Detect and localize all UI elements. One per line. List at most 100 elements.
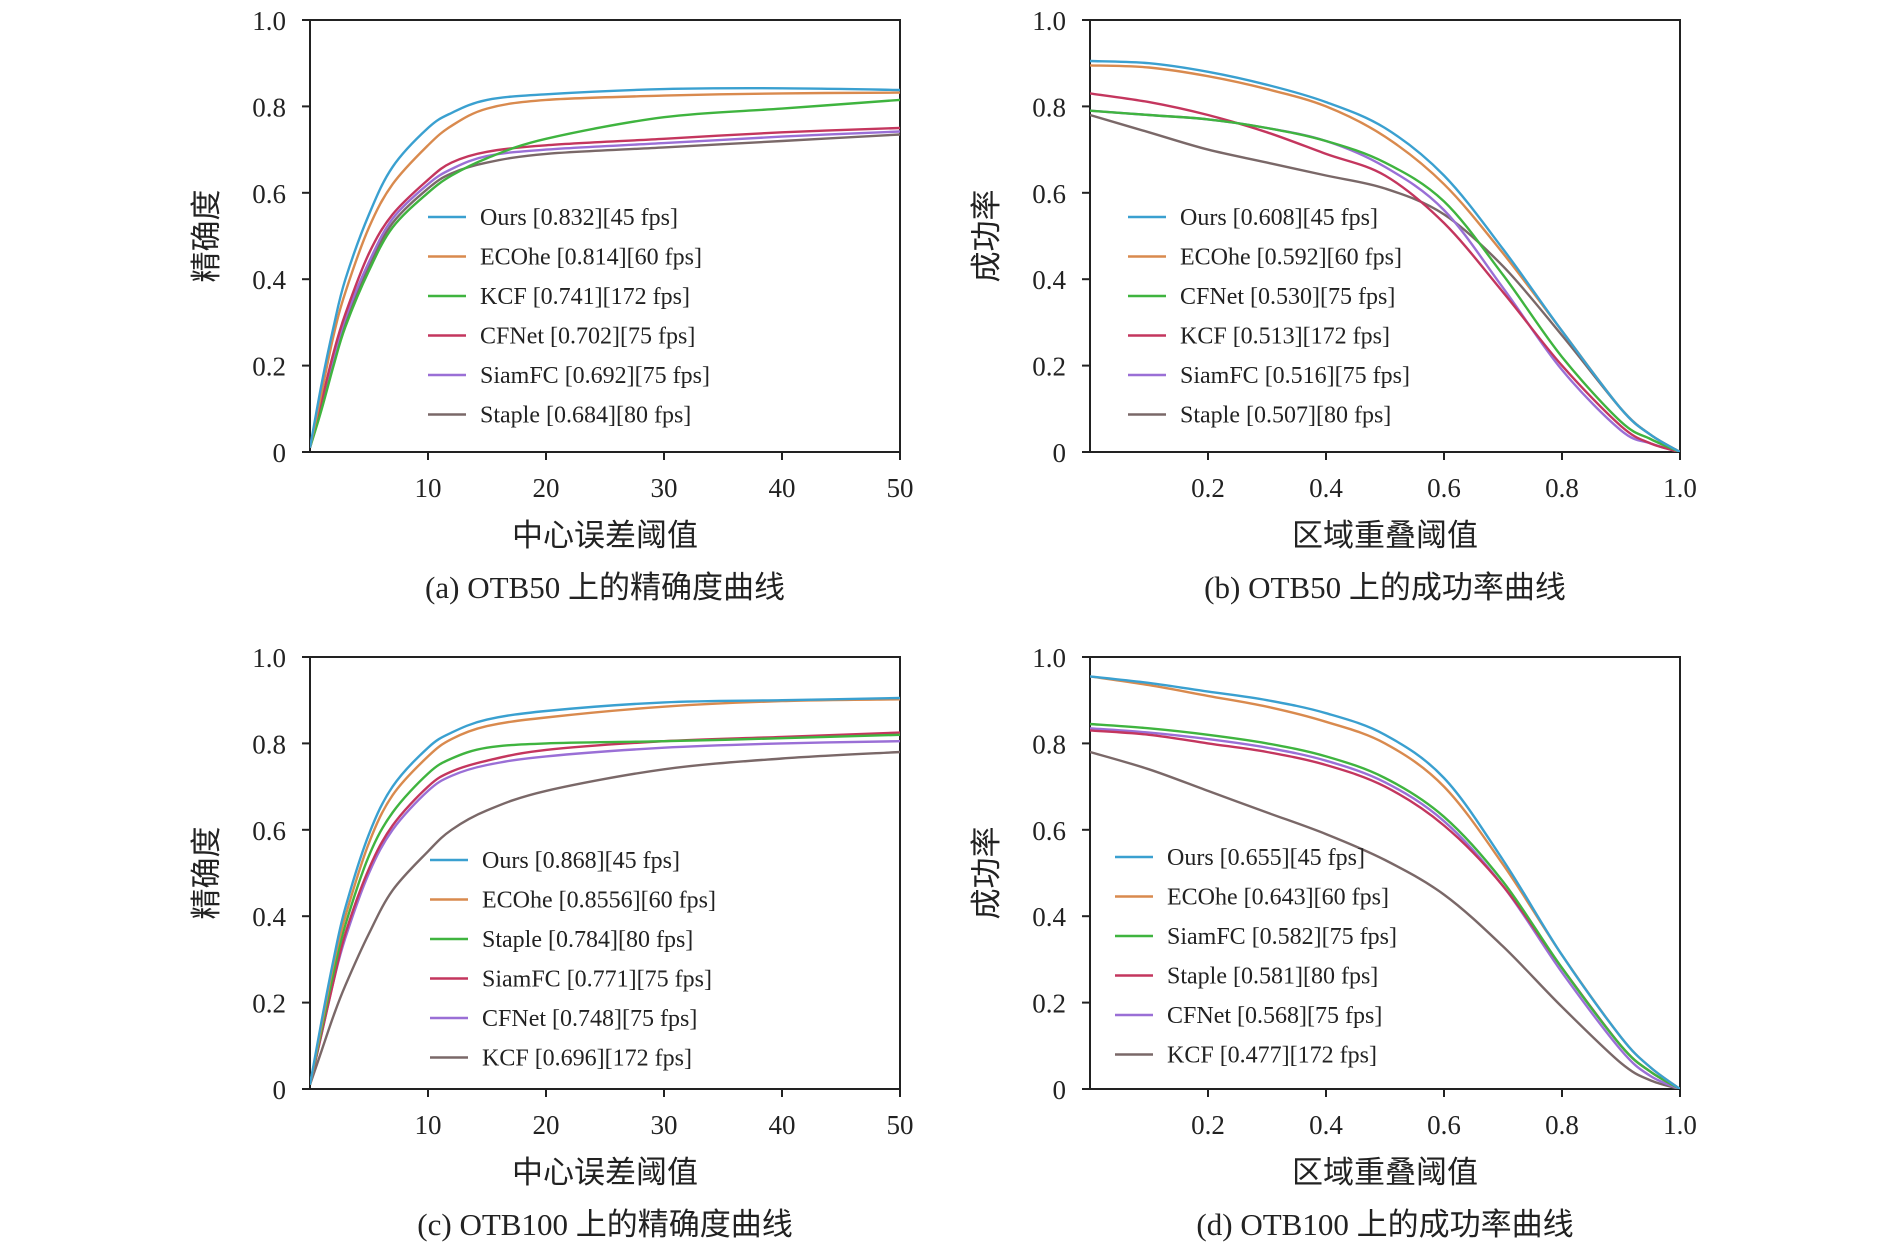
- x-tick-label: 30: [651, 1110, 678, 1140]
- x-tick-label: 50: [887, 473, 914, 503]
- y-tick-label: 1.0: [1032, 6, 1066, 36]
- y-axis-title: 成功率: [969, 827, 1004, 920]
- y-axis-title: 精确度: [189, 827, 224, 920]
- plot-frame: [309, 656, 901, 1090]
- legend-entry: KCF [0.477][172 fps]: [1167, 1043, 1377, 1069]
- y-tick-label: 0.8: [252, 729, 286, 759]
- legend-entry: KCF [0.741][172 fps]: [480, 284, 690, 310]
- legend-entry: ECOhe [0.814][60 fps]: [480, 245, 702, 271]
- x-tick-label: 0.6: [1427, 1110, 1461, 1140]
- series-lines: [1090, 675, 1680, 1089]
- legend-entry: SiamFC [0.582][75 fps]: [1167, 924, 1397, 950]
- y-tick-label: 0.4: [252, 265, 286, 295]
- x-tick-label: 10: [415, 473, 442, 503]
- figure-caption: (b) OTB50 上的成功率曲线: [1204, 570, 1566, 605]
- y-tick-label: 0.2: [252, 352, 286, 382]
- series-line: [310, 696, 900, 1085]
- legend-entry: KCF [0.696][172 fps]: [482, 1046, 692, 1072]
- series-line: [310, 98, 900, 449]
- y-tick-label: 0.4: [252, 902, 286, 932]
- legend-entry: ECOhe [0.643][60 fps]: [1167, 885, 1389, 911]
- legend-entry: ECOhe [0.592][60 fps]: [1180, 245, 1402, 271]
- series-line: [1090, 92, 1680, 452]
- legend: Ours [0.832][45 fps] ECOhe [0.814][60 fps…: [428, 205, 710, 429]
- x-tick-label: 10: [415, 1110, 442, 1140]
- y-tick-label: 0.2: [1032, 352, 1066, 382]
- y-tick-label: 0.2: [252, 989, 286, 1019]
- x-tick-label: 20: [533, 1110, 560, 1140]
- legend-entry: SiamFC [0.516][75 fps]: [1180, 363, 1410, 389]
- x-tick-label: 0.6: [1427, 473, 1461, 503]
- series-line: [1090, 675, 1680, 1089]
- x-tick-label: 0.4: [1309, 473, 1343, 503]
- legend-entry: KCF [0.513][172 fps]: [1180, 324, 1390, 350]
- x-tick-label: 1.0: [1663, 473, 1697, 503]
- x-tick-label: 0.2: [1191, 473, 1225, 503]
- legend-entry: Staple [0.507][80 fps]: [1180, 403, 1391, 429]
- x-axis-title: 中心误差阈值: [512, 1155, 698, 1190]
- y-tick-label: 1.0: [252, 643, 286, 673]
- chart-panel-b: 0 0.2 0.4 0.6 0.8 1.0 0.2 0.4 0.6 0.8 1.0 区域重叠阈值 成功率…: [969, 6, 1697, 605]
- chart-panel-a: 0 0.2 0.4 0.6 0.8 1.0 10 20 30 40 50 中心误差阈值 精确度 (a) O…: [189, 6, 914, 605]
- x-axis-title: 区域重叠阈值: [1292, 1155, 1478, 1190]
- y-tick-label: 0.2: [1032, 989, 1066, 1019]
- x-tick-label: 1.0: [1663, 1110, 1697, 1140]
- series-line: [1090, 727, 1680, 1089]
- figure-caption: (a) OTB50 上的精确度曲线: [425, 570, 785, 605]
- series-line: [1090, 750, 1680, 1089]
- legend-entry: Ours [0.608][45 fps]: [1180, 205, 1378, 231]
- legend-entry: Ours [0.655][45 fps]: [1167, 845, 1365, 871]
- x-axis-title: 区域重叠阈值: [1292, 518, 1478, 553]
- figure-caption: (c) OTB100 上的精确度曲线: [417, 1207, 792, 1242]
- series-line: [310, 750, 900, 1086]
- legend-entry: Staple [0.684][80 fps]: [480, 403, 691, 429]
- y-tick-label: 0: [1053, 1075, 1067, 1105]
- legend-entry: CFNet [0.702][75 fps]: [480, 324, 695, 350]
- y-tick-label: 0: [1053, 438, 1067, 468]
- x-tick-label: 40: [769, 1110, 796, 1140]
- y-tick-label: 0.6: [1032, 179, 1066, 209]
- x-tick-label: 40: [769, 473, 796, 503]
- y-tick-label: 0.4: [1032, 902, 1066, 932]
- y-tick-label: 0.8: [1032, 92, 1066, 122]
- legend-entry: Staple [0.784][80 fps]: [482, 927, 693, 953]
- legend-entry: CFNet [0.530][75 fps]: [1180, 284, 1395, 310]
- y-tick-label: 0.6: [1032, 816, 1066, 846]
- legend: Ours [0.655][45 fps] ECOhe [0.643][60 fps…: [1115, 845, 1397, 1069]
- legend-entry: SiamFC [0.771][75 fps]: [482, 967, 712, 993]
- figure-caption: (d) OTB100 上的成功率曲线: [1196, 1207, 1573, 1242]
- y-axis-title: 精确度: [189, 190, 224, 283]
- y-tick-label: 0.6: [252, 816, 286, 846]
- series-line: [1090, 109, 1680, 452]
- series-line: [1090, 722, 1680, 1089]
- x-tick-label: 0.8: [1545, 1110, 1579, 1140]
- y-tick-label: 0: [273, 438, 287, 468]
- x-tick-label: 50: [887, 1110, 914, 1140]
- plot-frame: [1089, 19, 1681, 453]
- series-lines: [1090, 59, 1680, 452]
- series-line: [310, 126, 900, 448]
- chart-panel-d: 0 0.2 0.4 0.6 0.8 1.0 0.2 0.4 0.6 0.8 1.0 区域重叠阈值 成功率…: [969, 643, 1697, 1242]
- legend-entry: Ours [0.832][45 fps]: [480, 205, 678, 231]
- x-tick-label: 0.4: [1309, 1110, 1343, 1140]
- plot-frame: [309, 19, 901, 453]
- plot-frame: [1089, 656, 1681, 1090]
- y-tick-label: 0.8: [252, 92, 286, 122]
- legend-entry: Ours [0.868][45 fps]: [482, 848, 680, 874]
- legend-entry: SiamFC [0.692][75 fps]: [480, 363, 710, 389]
- series-line: [310, 86, 900, 448]
- y-tick-label: 1.0: [252, 6, 286, 36]
- series-lines: [310, 86, 900, 449]
- series-line: [310, 91, 900, 448]
- legend-entry: CFNet [0.568][75 fps]: [1167, 1003, 1382, 1029]
- series-line: [1090, 59, 1680, 452]
- y-tick-label: 1.0: [1032, 643, 1066, 673]
- y-axis-title: 成功率: [969, 190, 1004, 283]
- legend: Ours [0.608][45 fps] ECOhe [0.592][60 fps…: [1128, 205, 1410, 429]
- legend-entry: Staple [0.581][80 fps]: [1167, 964, 1378, 990]
- y-tick-label: 0.4: [1032, 265, 1066, 295]
- y-tick-label: 0.6: [252, 179, 286, 209]
- x-tick-label: 0.8: [1545, 473, 1579, 503]
- x-tick-label: 0.2: [1191, 1110, 1225, 1140]
- y-tick-label: 0.8: [1032, 729, 1066, 759]
